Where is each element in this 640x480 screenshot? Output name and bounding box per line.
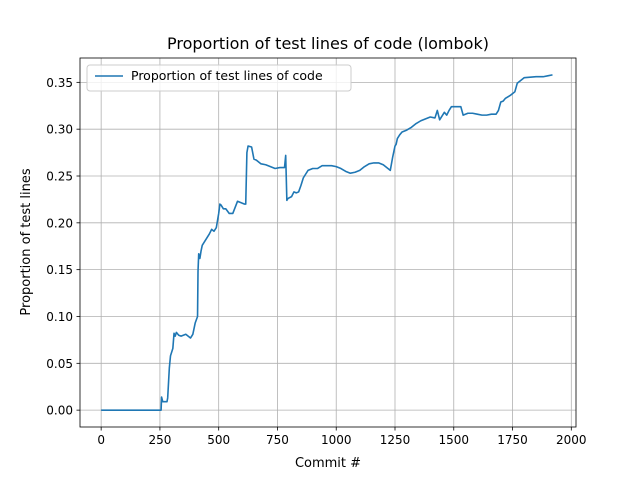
x-tick-label: 750 — [266, 433, 289, 447]
chart-title: Proportion of test lines of code (lombok… — [167, 34, 489, 53]
y-tick-label: 0.25 — [46, 170, 73, 184]
legend-label: Proportion of test lines of code — [131, 68, 323, 83]
series-line — [101, 74, 553, 411]
x-tick-label: 1250 — [380, 433, 411, 447]
x-tick-label: 1000 — [321, 433, 352, 447]
x-tick-label: 500 — [207, 433, 230, 447]
x-axis-label: Commit # — [295, 456, 361, 471]
grid-lines — [80, 58, 576, 427]
x-tick-label: 0 — [97, 433, 105, 447]
x-tick-label: 2000 — [556, 433, 587, 447]
y-tick-label: 0.15 — [46, 263, 73, 277]
y-tick-label: 0.10 — [46, 310, 73, 324]
x-tick-label: 1500 — [438, 433, 469, 447]
y-tick-label: 0.20 — [46, 216, 73, 230]
y-tick-label: 0.30 — [46, 123, 73, 137]
x-tick-label: 250 — [148, 433, 171, 447]
x-tick-label: 1750 — [497, 433, 528, 447]
y-tick-label: 0.00 — [46, 404, 73, 418]
x-axis-ticks: 0 250 500 750 1000 1250 1500 1750 2000 — [97, 427, 587, 447]
legend: Proportion of test lines of code — [86, 64, 352, 92]
y-axis-ticks: 0.00 0.05 0.10 0.15 0.20 0.25 0.30 0.35 — [46, 76, 80, 418]
plot-series — [101, 74, 553, 411]
y-tick-label: 0.05 — [46, 357, 73, 371]
legend-box — [86, 64, 352, 92]
y-axis-label: Proportion of test lines — [19, 168, 34, 315]
plot-frame — [79, 57, 577, 428]
y-tick-label: 0.35 — [46, 76, 73, 90]
